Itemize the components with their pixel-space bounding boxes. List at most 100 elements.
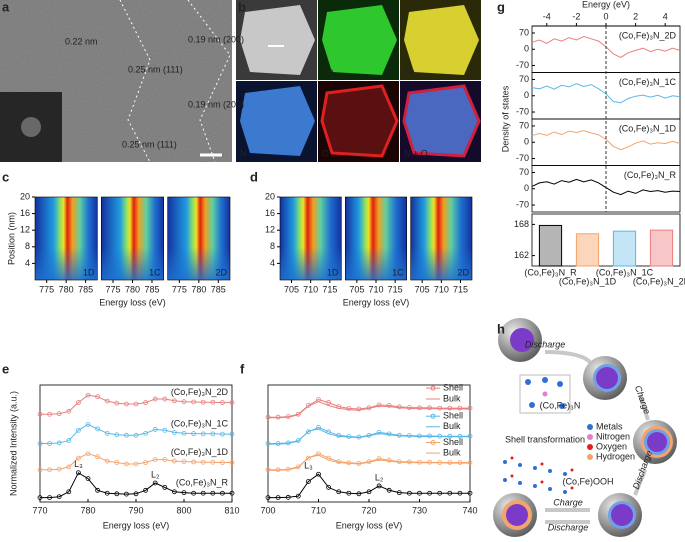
micrograph-label: 0.19 nm (200) — [188, 99, 244, 109]
point — [417, 405, 422, 411]
x-tick-label: (Co,Fe)₃N_1C — [596, 267, 654, 277]
map-label: Co — [322, 66, 334, 76]
point — [133, 432, 139, 438]
y-tick-label: 16 — [265, 208, 275, 218]
point — [285, 494, 291, 500]
point — [95, 454, 100, 460]
point — [114, 491, 120, 497]
point — [437, 405, 443, 411]
legend-dot — [587, 444, 593, 450]
x-tick-label: 710 — [368, 284, 383, 294]
heatmap-fade — [167, 197, 230, 280]
x-axis-label: Energy loss (eV) — [343, 297, 410, 307]
point — [171, 489, 177, 495]
point — [437, 490, 443, 496]
point — [124, 401, 129, 407]
point — [85, 392, 91, 398]
legend-label: (Co,Fe)₃N_1C — [619, 77, 677, 87]
point — [326, 400, 332, 405]
point — [76, 400, 81, 405]
x-tick-label: (Co,Fe)₃N_R — [524, 267, 577, 277]
point — [191, 459, 197, 465]
point — [275, 414, 281, 420]
map-label: Fe — [404, 66, 415, 76]
x-tick-label: -2 — [572, 11, 580, 21]
plot-frame — [531, 213, 681, 267]
point — [417, 433, 422, 439]
x-tick-label: 775 — [106, 284, 121, 294]
legend-label: Nitrogen — [596, 431, 630, 441]
point — [181, 399, 187, 405]
point — [346, 490, 352, 496]
point — [406, 459, 412, 465]
y-tick-label: 8 — [25, 241, 30, 251]
x-tick-label: 775 — [39, 284, 54, 294]
point — [427, 433, 433, 439]
schematic-text: Charge — [633, 384, 652, 415]
legend-label: (Co,Fe)₃N_R — [176, 478, 229, 488]
point — [124, 432, 129, 438]
point — [56, 494, 62, 500]
point — [171, 429, 177, 435]
point — [181, 430, 187, 436]
point — [386, 457, 392, 463]
point — [447, 433, 453, 439]
point — [316, 471, 321, 477]
point — [406, 405, 412, 410]
point — [37, 467, 43, 473]
schematic-text: Discharge — [525, 339, 566, 349]
point — [467, 490, 473, 496]
point — [427, 459, 433, 465]
point — [181, 459, 187, 465]
schematic-text: Charge — [553, 497, 583, 507]
point — [162, 484, 168, 490]
point — [47, 467, 52, 473]
point — [356, 406, 362, 412]
point — [356, 491, 362, 497]
point — [191, 490, 197, 496]
point — [457, 490, 463, 496]
legend-label: Shell — [443, 437, 463, 447]
x-tick-label: 740 — [462, 505, 477, 515]
x-tick-label: 700 — [260, 505, 275, 515]
point — [56, 440, 62, 446]
x-axis-label: Energy (eV) — [582, 0, 630, 9]
panel-tag: 1D — [327, 267, 339, 277]
schematic-text: Discharge — [548, 522, 589, 532]
point — [85, 422, 91, 427]
x-tick-label: 780 — [191, 284, 206, 294]
x-tick-label: 715 — [322, 284, 337, 294]
y-tick-label: 70 — [519, 120, 529, 130]
point — [114, 400, 120, 406]
x-tick-label: 775 — [172, 284, 187, 294]
micrograph-a — [0, 0, 232, 163]
heatmap-fade — [35, 197, 98, 280]
map-label: N — [240, 148, 247, 158]
point — [219, 431, 225, 437]
x-axis-label: Energy loss (eV) — [103, 520, 170, 530]
heatmap-fade — [101, 197, 164, 280]
panel-tag: 1C — [392, 267, 404, 277]
point — [396, 404, 402, 410]
point — [171, 458, 177, 464]
point — [336, 489, 342, 495]
x-tick-label: 715 — [453, 284, 468, 294]
point — [200, 459, 206, 465]
point — [104, 458, 110, 464]
point — [210, 459, 216, 465]
point — [386, 487, 392, 493]
point — [37, 495, 43, 501]
point — [200, 431, 206, 437]
point — [76, 470, 81, 476]
micrograph-label: 0.22 nm — [65, 36, 98, 46]
point — [305, 429, 311, 435]
point — [47, 495, 52, 501]
point — [406, 490, 412, 496]
point — [200, 490, 206, 496]
y-tick-label: -70 — [516, 106, 529, 116]
x-tick-label: 4 — [663, 11, 668, 21]
point — [37, 441, 43, 446]
legend-swatch — [430, 385, 436, 391]
x-tick-label: 785 — [211, 284, 226, 294]
point — [467, 433, 473, 439]
